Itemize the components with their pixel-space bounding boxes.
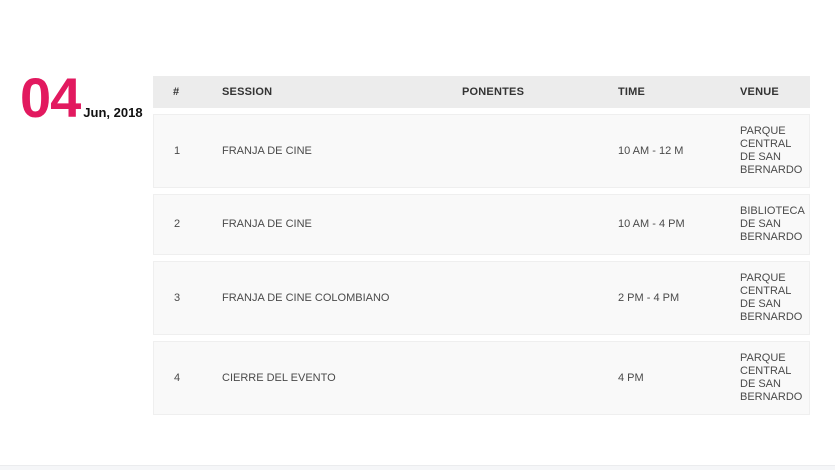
row-number-cell: 4 xyxy=(153,341,212,415)
ponentes-cell xyxy=(452,341,608,415)
session-cell: FRANJA DE CINE xyxy=(212,194,452,255)
time-cell: 10 AM - 4 PM xyxy=(608,194,730,255)
session-cell: FRANJA DE CINE COLOMBIANO xyxy=(212,261,452,335)
table-row: 4 CIERRE DEL EVENTO 4 PM PARQUE CENTRAL … xyxy=(153,341,810,415)
bottom-divider xyxy=(0,465,835,470)
venue-cell: PARQUE CENTRAL DE SAN BERNARDO xyxy=(730,341,810,415)
session-cell: CIERRE DEL EVENTO xyxy=(212,341,452,415)
venue-cell: PARQUE CENTRAL DE SAN BERNARDO xyxy=(730,261,810,335)
table-row: 2 FRANJA DE CINE 10 AM - 4 PM BIBLIOTECA… xyxy=(153,194,810,255)
column-header-time: TIME xyxy=(608,76,730,108)
row-number-cell: 3 xyxy=(153,261,212,335)
column-header-venue: VENUE xyxy=(730,76,810,108)
ponentes-cell xyxy=(452,114,608,188)
time-cell: 10 AM - 12 M xyxy=(608,114,730,188)
column-header-ponentes: PONENTES xyxy=(452,76,608,108)
row-number-cell: 2 xyxy=(153,194,212,255)
session-cell: FRANJA DE CINE xyxy=(212,114,452,188)
ponentes-cell xyxy=(452,261,608,335)
column-header-number: # xyxy=(153,76,212,108)
event-date: 04 Jun, 2018 xyxy=(20,66,143,129)
schedule-table: # SESSION PONENTES TIME VENUE 1 FRANJA D… xyxy=(153,70,810,421)
column-header-session: SESSION xyxy=(212,76,452,108)
event-date-month-year: Jun, 2018 xyxy=(83,105,143,120)
venue-cell: BIBLIOTECA DE SAN BERNARDO xyxy=(730,194,810,255)
table-row: 3 FRANJA DE CINE COLOMBIANO 2 PM - 4 PM … xyxy=(153,261,810,335)
table-row: 1 FRANJA DE CINE 10 AM - 12 M PARQUE CEN… xyxy=(153,114,810,188)
event-date-day: 04 xyxy=(20,66,81,129)
table-header-row: # SESSION PONENTES TIME VENUE xyxy=(153,76,810,108)
time-cell: 2 PM - 4 PM xyxy=(608,261,730,335)
row-number-cell: 1 xyxy=(153,114,212,188)
time-cell: 4 PM xyxy=(608,341,730,415)
venue-cell: PARQUE CENTRAL DE SAN BERNARDO xyxy=(730,114,810,188)
ponentes-cell xyxy=(452,194,608,255)
